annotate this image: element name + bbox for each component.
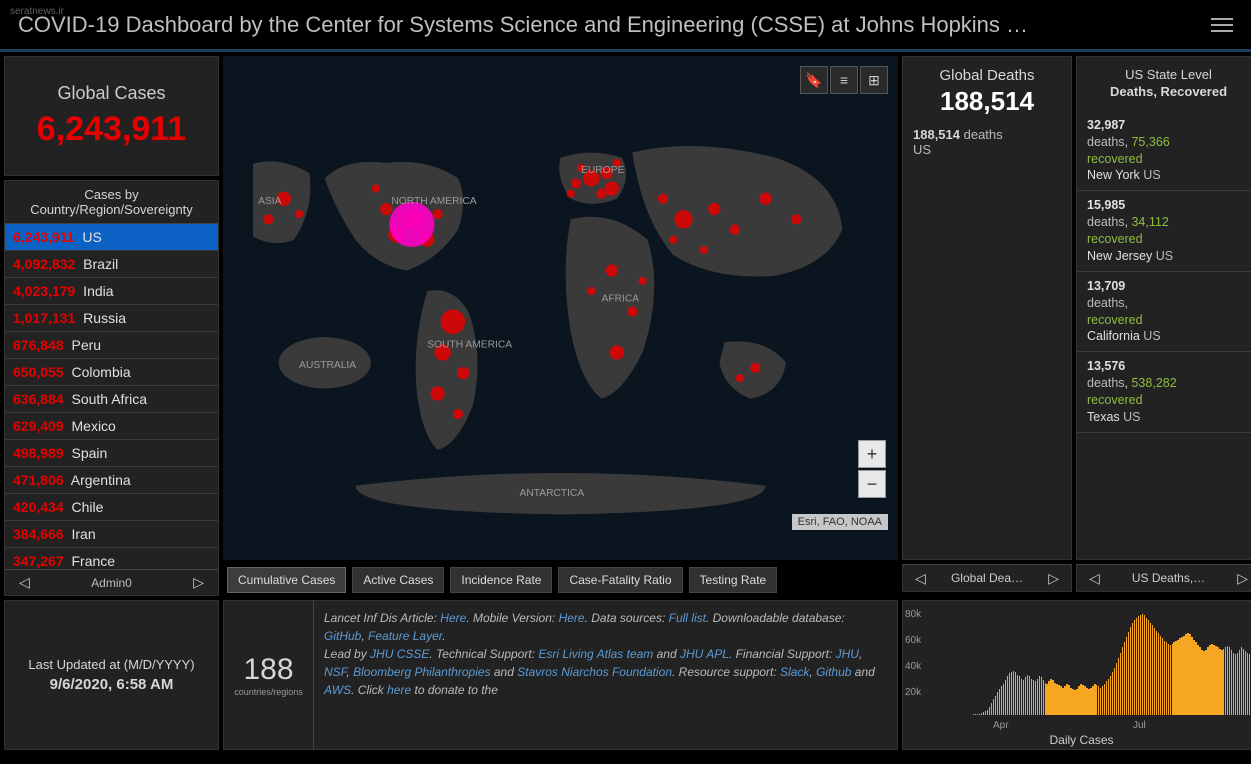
prev-arrow-icon[interactable]: ◁ [13,574,36,591]
deaths-detail-count: 188,514 [913,127,960,142]
map-tab[interactable]: Testing Rate [689,567,778,593]
country-row[interactable]: 4,092,832 Brazil [5,251,218,278]
daily-cases-chart[interactable]: Daily Cases 80k 60k 40k 20k Apr Jul [902,600,1251,750]
menu-icon[interactable] [1211,14,1233,36]
us-pager: ◁ US Deaths,… ▷ [1076,564,1251,592]
us-state-panel: US State Level Deaths, Recovered 32,987d… [1076,56,1251,560]
watermark-text: seratnews.ir [10,6,64,17]
country-row[interactable]: 420,434 Chile [5,494,218,521]
map-label-as: ASIA [258,196,282,207]
link-feature-layer[interactable]: Feature Layer [368,629,442,643]
app-header: COVID-19 Dashboard by the Center for Sys… [0,0,1251,52]
us-pager-label: US Deaths,… [1132,571,1205,585]
link-donate[interactable]: here [387,683,411,697]
country-row[interactable]: 629,409 Mexico [5,413,218,440]
country-row[interactable]: 384,666 Iran [5,521,218,548]
chart-y-tick: 20k [905,687,921,698]
zoom-out-button[interactable]: − [858,470,886,498]
global-deaths-label: Global Deaths [907,67,1067,84]
us-next-arrow-icon[interactable]: ▷ [1231,570,1251,587]
map-label-an: ANTARCTICA [520,488,585,499]
map-label-eu: EUROPE [581,165,624,176]
next-arrow-icon[interactable]: ▷ [187,574,210,591]
map-attribution: Esri, FAO, NOAA [792,514,888,530]
link-nsf[interactable]: NSF [324,665,346,679]
country-row[interactable]: 636,884 South Africa [5,386,218,413]
last-updated-label: Last Updated at (M/D/YYYY) [5,657,218,672]
link-mobile[interactable]: Here [559,611,585,625]
global-cases-value: 6,243,911 [5,110,218,149]
deaths-next-arrow-icon[interactable]: ▷ [1042,570,1065,587]
country-row[interactable]: 471,806 Argentina [5,467,218,494]
deaths-pager: ◁ Global Dea… ▷ [902,564,1072,592]
admin-level-label: Admin0 [91,576,132,590]
deaths-pager-label: Global Dea… [951,571,1023,585]
country-list-footer: ◁ Admin0 ▷ [5,569,218,595]
link-github2[interactable]: Github [816,665,851,679]
map-label-na: NORTH AMERICA [391,196,476,207]
chart-y-tick: 60k [905,635,921,646]
us-prev-arrow-icon[interactable]: ◁ [1083,570,1106,587]
country-list-header: Cases by Country/Region/Sovereignty [5,181,218,224]
map-label-af: AFRICA [602,293,640,304]
link-sources[interactable]: Full list [669,611,706,625]
info-panel: 188 countries/regions Lancet Inf Dis Art… [223,600,898,750]
last-updated-timestamp: 9/6/2020, 6:58 AM [5,676,218,693]
country-row[interactable]: 4,023,179 India [5,278,218,305]
deaths-detail-loc: US [913,142,1061,157]
country-row[interactable]: 676,848 Peru [5,332,218,359]
global-deaths-panel: Global Deaths 188,514 188,514 deaths US [902,56,1072,560]
chart-title: Daily Cases [903,733,1251,747]
country-count-label: countries/regions [234,687,303,697]
us-header-line1: US State Level [1125,67,1212,82]
link-jhu-apl[interactable]: JHU APL [680,647,729,661]
country-list-panel: Cases by Country/Region/Sovereignty 6,24… [4,180,219,596]
us-state-row[interactable]: 32,987deaths, 75,366recoveredNew York US [1077,111,1251,192]
map-tab[interactable]: Case-Fatality Ratio [558,567,682,593]
zoom-in-button[interactable]: + [858,440,886,468]
last-updated-panel: Last Updated at (M/D/YYYY) 9/6/2020, 6:5… [4,600,219,750]
link-snf[interactable]: Stavros Niarchos Foundation [517,665,672,679]
map-tab[interactable]: Incidence Rate [450,567,552,593]
link-github[interactable]: GitHub [324,629,361,643]
info-text: Lancet Inf Dis Article: Here. Mobile Ver… [314,601,897,749]
us-state-row[interactable]: 13,576deaths, 538,282recoveredTexas US [1077,352,1251,433]
global-deaths-value: 188,514 [907,86,1067,117]
link-jhu[interactable]: JHU [836,647,859,661]
country-row[interactable]: 1,017,131 Russia [5,305,218,332]
map-label-sa: SOUTH AMERICA [427,339,512,350]
us-header-line2: Deaths, Recovered [1110,84,1227,99]
map-tab[interactable]: Active Cases [352,567,444,593]
chart-x-tick: Apr [993,720,1009,731]
us-state-row[interactable]: 13,709deaths,recoveredCalifornia US [1077,272,1251,353]
country-row[interactable]: 6,243,911 US [5,224,218,251]
link-aws[interactable]: AWS [324,683,351,697]
link-slack[interactable]: Slack [780,665,809,679]
chart-y-tick: 80k [905,609,921,620]
map-tab[interactable]: Cumulative Cases [227,567,346,593]
map-label-au: AUSTRALIA [299,360,356,371]
world-map-svg[interactable]: NORTH AMERICA SOUTH AMERICA EUROPE AFRIC… [253,86,868,517]
global-cases-panel: Global Cases 6,243,911 [4,56,219,176]
country-count: 188 [243,653,293,687]
deaths-prev-arrow-icon[interactable]: ◁ [909,570,932,587]
link-lancet[interactable]: Here [440,611,466,625]
map-panel[interactable]: 🔖 ≡ ⊞ [223,56,898,560]
link-bloomberg[interactable]: Bloomberg Philanthropies [353,665,490,679]
chart-y-tick: 40k [905,661,921,672]
link-esri[interactable]: Esri Living Atlas team [538,647,653,661]
map-tabs: Cumulative CasesActive CasesIncidence Ra… [223,564,898,596]
country-row[interactable]: 650,055 Colombia [5,359,218,386]
page-title: COVID-19 Dashboard by the Center for Sys… [18,12,1211,38]
country-row[interactable]: 347,267 France [5,548,218,569]
country-row[interactable]: 498,989 Spain [5,440,218,467]
us-state-row[interactable]: 15,985deaths, 34,112recoveredNew Jersey … [1077,191,1251,272]
chart-x-tick: Jul [1133,720,1146,731]
global-cases-label: Global Cases [5,83,218,104]
link-jhu-csse[interactable]: JHU CSSE [370,647,429,661]
